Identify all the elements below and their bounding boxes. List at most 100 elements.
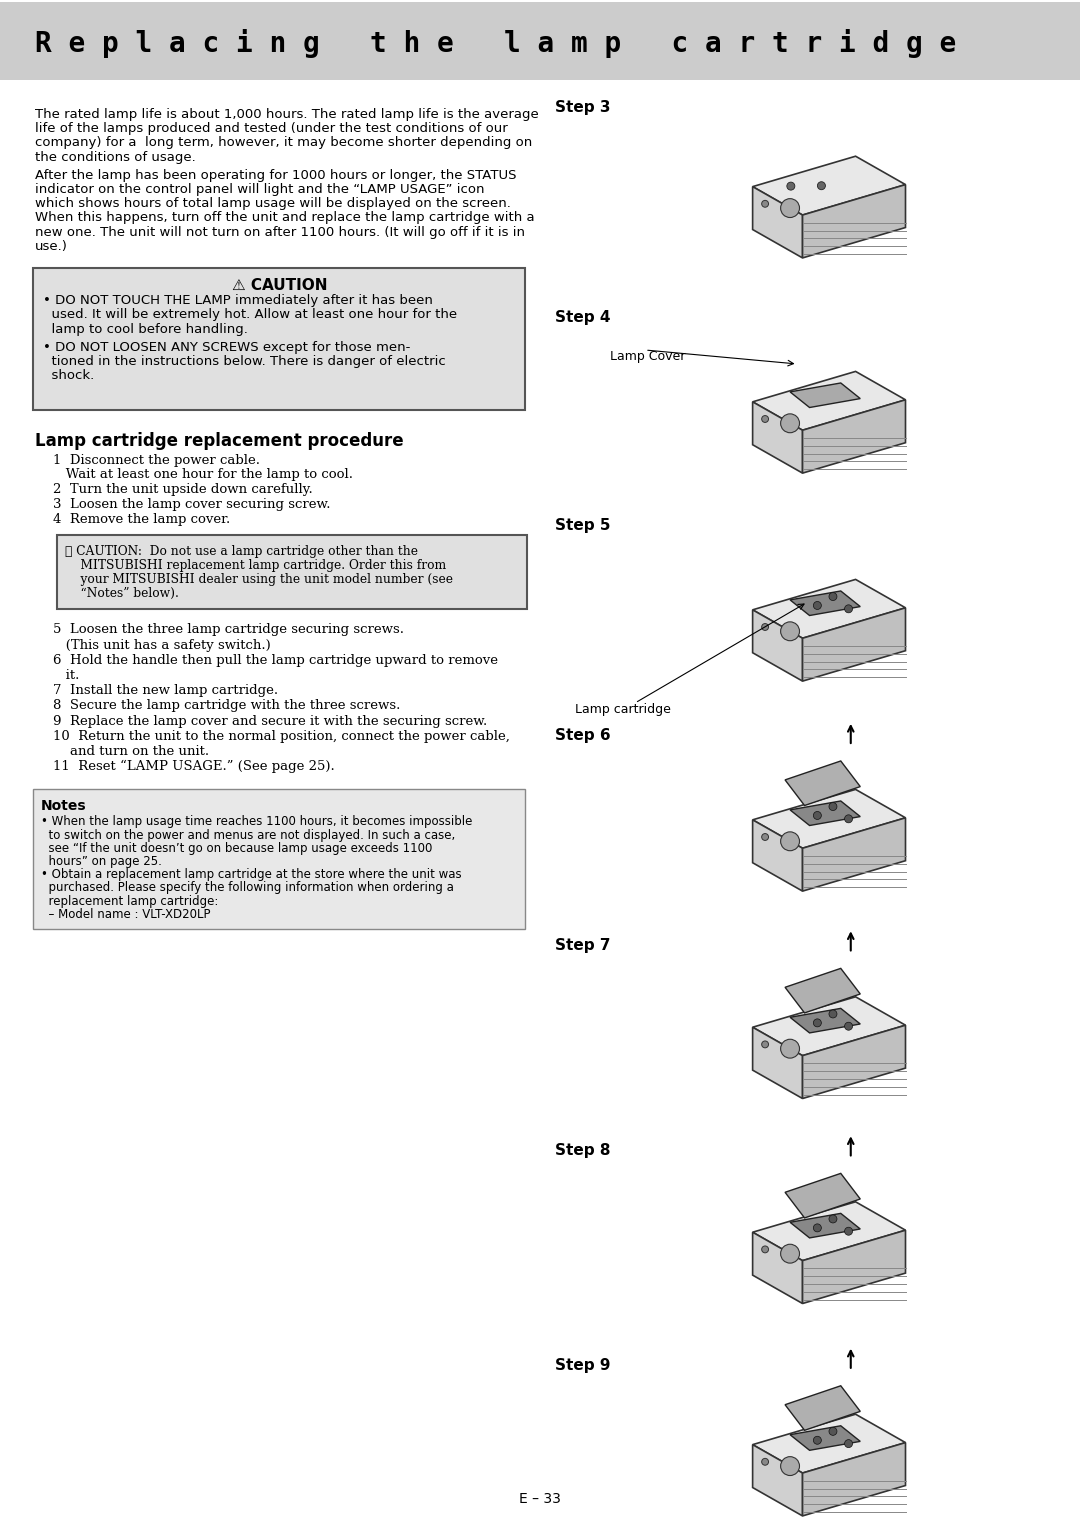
Text: The rated lamp life is about 1,000 hours. The rated lamp life is the average: The rated lamp life is about 1,000 hours… [35,108,539,121]
Text: R e p l a c i n g   t h e   l a m p   c a r t r i d g e: R e p l a c i n g t h e l a m p c a r t … [35,29,956,58]
Text: which shows hours of total lamp usage will be displayed on the screen.: which shows hours of total lamp usage wi… [35,197,511,211]
Bar [57,535,527,610]
Text: 4  Remove the lamp cover.: 4 Remove the lamp cover. [53,513,230,527]
Text: 8  Secure the lamp cartridge with the three screws.: 8 Secure the lamp cartridge with the thr… [53,700,401,712]
Circle shape [845,1022,852,1030]
Text: • DO NOT TOUCH THE LAMP immediately after it has been: • DO NOT TOUCH THE LAMP immediately afte… [43,295,433,307]
Polygon shape [791,1426,861,1450]
Circle shape [829,802,837,810]
Circle shape [818,182,825,189]
Circle shape [829,1010,837,1018]
Circle shape [781,1456,799,1476]
Circle shape [829,1215,837,1222]
Circle shape [761,1458,769,1465]
Text: Step 3: Step 3 [555,99,610,115]
Text: E – 33: E – 33 [519,1491,561,1507]
Text: – Model name : VLT-XD20LP: – Model name : VLT-XD20LP [41,908,211,921]
Polygon shape [753,579,905,639]
Circle shape [813,1019,822,1027]
Text: Step 6: Step 6 [555,727,610,743]
Text: life of the lamps produced and tested (under the test conditions of our: life of the lamps produced and tested (u… [35,122,508,134]
Circle shape [813,1436,822,1444]
Circle shape [761,1245,769,1253]
Polygon shape [802,1025,905,1099]
Polygon shape [753,1027,802,1099]
Polygon shape [753,610,802,681]
Polygon shape [802,608,905,681]
Polygon shape [753,1444,802,1516]
Polygon shape [791,384,861,408]
Circle shape [761,623,769,631]
Circle shape [781,1244,799,1264]
Polygon shape [791,801,861,825]
Circle shape [761,200,769,208]
Text: used. It will be extremely hot. Allow at least one hour for the: used. It will be extremely hot. Allow at… [43,309,457,321]
Circle shape [829,593,837,601]
Circle shape [813,602,822,610]
Text: After the lamp has been operating for 1000 hours or longer, the STATUS: After the lamp has been operating for 10… [35,168,516,182]
Text: to switch on the power and menus are not displayed. In such a case,: to switch on the power and menus are not… [41,828,456,842]
Text: Lamp Cover: Lamp Cover [610,350,686,364]
Bar [0,2,1080,79]
Circle shape [781,414,799,432]
Text: 6  Hold the handle then pull the lamp cartridge upward to remove: 6 Hold the handle then pull the lamp car… [53,654,498,666]
Text: see “If the unit doesn’t go on because lamp usage exceeds 1100: see “If the unit doesn’t go on because l… [41,842,432,854]
Text: shock.: shock. [43,370,94,382]
Polygon shape [753,402,802,474]
Text: company) for a  long term, however, it may become shorter depending on: company) for a long term, however, it ma… [35,136,532,150]
Text: indicator on the control panel will light and the “LAMP USAGE” icon: indicator on the control panel will ligh… [35,183,485,196]
Circle shape [781,831,799,851]
Text: Step 9: Step 9 [555,1358,610,1374]
Text: Notes: Notes [41,799,86,813]
Circle shape [845,1227,852,1235]
Text: purchased. Please specify the following information when ordering a: purchased. Please specify the following … [41,882,454,894]
Text: use.): use.) [35,240,68,252]
Circle shape [781,1039,799,1057]
Polygon shape [785,1386,861,1430]
Circle shape [787,182,795,189]
Text: the conditions of usage.: the conditions of usage. [35,151,195,163]
Text: replacement lamp cartridge:: replacement lamp cartridge: [41,894,218,908]
Text: (This unit has a safety switch.): (This unit has a safety switch.) [53,639,271,651]
Polygon shape [791,1213,861,1238]
Text: Step 4: Step 4 [555,310,610,325]
Polygon shape [791,1008,861,1033]
Text: Lamp cartridge: Lamp cartridge [575,703,671,717]
Circle shape [761,834,769,840]
Polygon shape [785,969,861,1013]
Text: your MITSUBISHI dealer using the unit model number (see: your MITSUBISHI dealer using the unit mo… [65,573,453,587]
Polygon shape [753,156,905,215]
Circle shape [813,1224,822,1232]
Text: When this happens, turn off the unit and replace the lamp cartridge with a: When this happens, turn off the unit and… [35,211,535,225]
Text: 2  Turn the unit upside down carefully.: 2 Turn the unit upside down carefully. [53,483,313,497]
Text: Wait at least one hour for the lamp to cool.: Wait at least one hour for the lamp to c… [53,468,353,481]
Circle shape [845,814,852,822]
Text: and turn on the unit.: and turn on the unit. [53,746,210,758]
Text: ⚠ CAUTION:  Do not use a lamp cartridge other than the: ⚠ CAUTION: Do not use a lamp cartridge o… [65,544,418,558]
Text: • DO NOT LOOSEN ANY SCREWS except for those men-: • DO NOT LOOSEN ANY SCREWS except for th… [43,341,410,354]
Text: 11  Reset “LAMP USAGE.” (See page 25).: 11 Reset “LAMP USAGE.” (See page 25). [53,761,335,773]
Polygon shape [785,1174,861,1218]
Polygon shape [802,400,905,474]
Polygon shape [753,186,802,258]
Polygon shape [802,185,905,258]
Text: 9  Replace the lamp cover and secure it with the securing screw.: 9 Replace the lamp cover and secure it w… [53,715,487,727]
Text: 3  Loosen the lamp cover securing screw.: 3 Loosen the lamp cover securing screw. [53,498,330,512]
Polygon shape [753,1232,802,1303]
Bar [33,790,525,929]
Polygon shape [753,1203,905,1261]
Text: it.: it. [53,669,79,681]
Circle shape [813,811,822,819]
Polygon shape [753,790,905,848]
Polygon shape [785,761,861,805]
Text: MITSUBISHI replacement lamp cartridge. Order this from: MITSUBISHI replacement lamp cartridge. O… [65,559,446,571]
Text: Step 8: Step 8 [555,1143,610,1158]
Circle shape [761,416,769,422]
Text: 1  Disconnect the power cable.: 1 Disconnect the power cable. [53,454,260,466]
Text: Lamp cartridge replacement procedure: Lamp cartridge replacement procedure [35,431,404,449]
Circle shape [761,1041,769,1048]
Text: 7  Install the new lamp cartridge.: 7 Install the new lamp cartridge. [53,685,279,697]
Polygon shape [753,821,802,891]
Polygon shape [791,591,861,616]
Polygon shape [802,1442,905,1516]
